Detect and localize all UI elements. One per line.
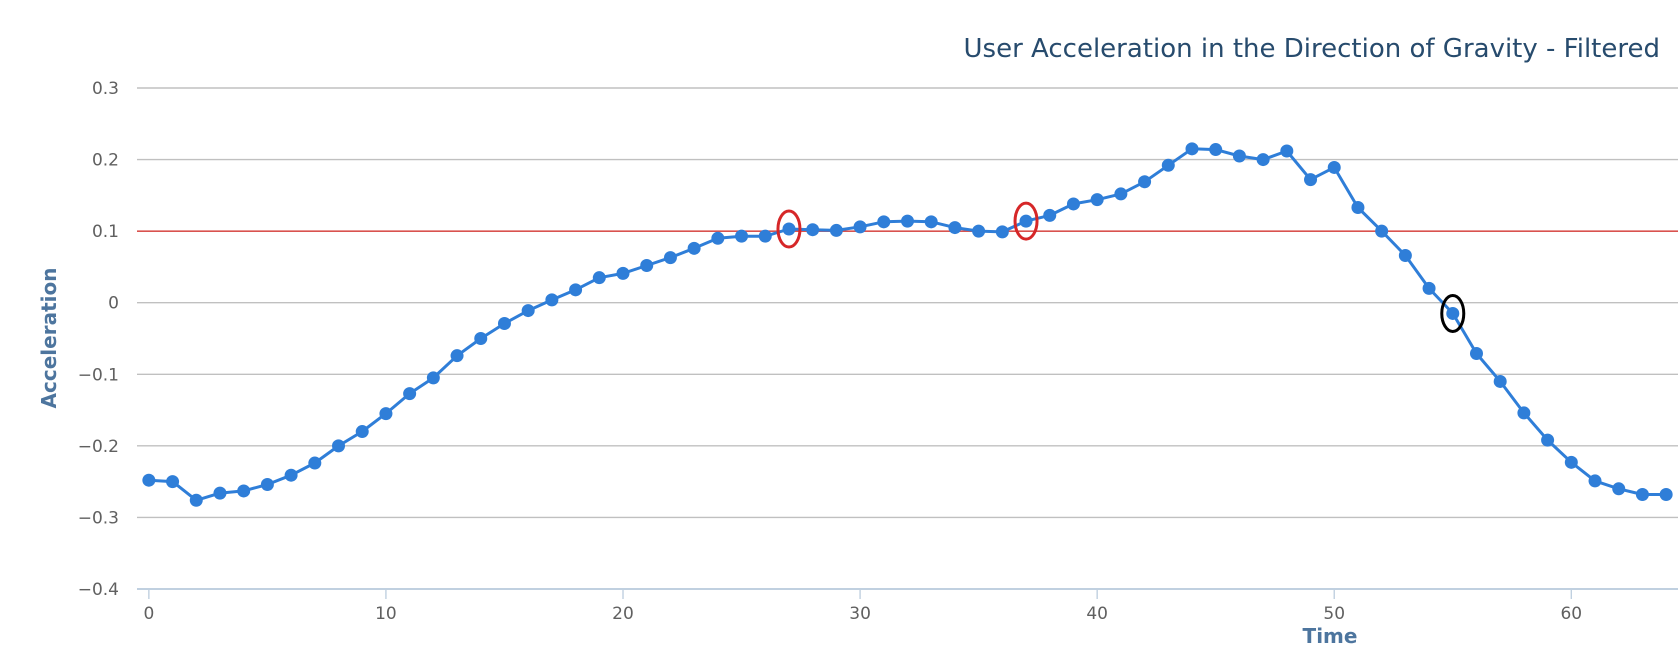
data-point[interactable] (545, 293, 559, 307)
data-point[interactable] (924, 215, 938, 229)
x-tick-label: 40 (1086, 604, 1108, 624)
data-point[interactable] (1588, 474, 1602, 488)
x-tick-label: 60 (1560, 604, 1582, 624)
y-tick-label: 0.1 (92, 222, 119, 242)
data-point[interactable] (1019, 214, 1033, 228)
data-point[interactable] (1541, 433, 1555, 447)
data-point[interactable] (213, 486, 227, 500)
grid-lines (137, 87, 1678, 519)
data-point[interactable] (592, 271, 606, 285)
data-point[interactable] (877, 215, 891, 229)
data-point[interactable] (1066, 197, 1080, 211)
data-point[interactable] (1114, 187, 1128, 201)
data-point[interactable] (1659, 488, 1673, 502)
data-point[interactable] (948, 221, 962, 235)
chart-title: User Acceleration in the Direction of Gr… (964, 34, 1661, 64)
y-tick-label: −0.1 (78, 365, 119, 385)
data-point[interactable] (450, 349, 464, 363)
y-tick-label: 0.2 (92, 151, 119, 171)
data-point[interactable] (474, 332, 488, 345)
series-line (148, 147, 1667, 502)
data-point[interactable] (616, 266, 630, 280)
x-tick-label: 0 (143, 604, 154, 624)
data-point[interactable] (284, 468, 298, 482)
data-point[interactable] (711, 231, 725, 245)
data-point[interactable] (663, 251, 677, 265)
data-point[interactable] (687, 241, 701, 255)
data-point[interactable] (142, 473, 156, 487)
data-point[interactable] (1043, 208, 1057, 222)
point-markers (142, 142, 1673, 507)
x-tick-label: 10 (375, 604, 397, 624)
data-point[interactable] (1209, 143, 1223, 157)
data-point[interactable] (1469, 347, 1483, 361)
data-point[interactable] (972, 224, 986, 238)
y-tick-label: −0.3 (78, 508, 119, 528)
data-point[interactable] (995, 225, 1009, 239)
data-point[interactable] (426, 371, 440, 385)
axes (137, 588, 1678, 599)
data-point[interactable] (1185, 142, 1199, 156)
highlight-ellipse (776, 209, 802, 249)
data-point[interactable] (332, 439, 346, 453)
data-point[interactable] (1612, 482, 1626, 496)
data-point[interactable] (1327, 160, 1341, 174)
data-point[interactable] (1161, 158, 1175, 172)
y-tick-label: 0.3 (92, 79, 119, 99)
data-point[interactable] (308, 456, 322, 470)
data-point[interactable] (1493, 374, 1507, 388)
data-point[interactable] (901, 214, 914, 228)
data-point[interactable] (355, 425, 369, 439)
data-point[interactable] (1635, 488, 1649, 502)
highlight-ellipse (1440, 293, 1466, 333)
data-point[interactable] (260, 478, 274, 492)
y-tick-label: −0.4 (78, 580, 119, 600)
data-point[interactable] (829, 223, 843, 237)
highlight-markers (776, 201, 1466, 333)
data-point[interactable] (1090, 193, 1104, 207)
x-tick-label: 50 (1323, 604, 1345, 624)
y-axis-title: Acceleration (37, 268, 61, 409)
data-point[interactable] (521, 304, 535, 318)
data-point[interactable] (189, 493, 203, 507)
data-point[interactable] (640, 258, 654, 272)
tick-labels: 0.3 0.2 0.1 0 −0.1 −0.2 −0.3 −0.4 0 10 20 30 40 50 60 (78, 79, 1582, 624)
data-point[interactable] (782, 222, 796, 236)
data-point[interactable] (1375, 224, 1389, 238)
data-point[interactable] (1422, 281, 1436, 295)
x-tick-label: 20 (612, 604, 634, 624)
data-point[interactable] (1398, 248, 1412, 262)
data-point[interactable] (379, 407, 393, 421)
data-point[interactable] (1304, 173, 1318, 187)
data-point[interactable] (735, 229, 749, 243)
series-layer (148, 147, 1667, 502)
data-point[interactable] (1351, 201, 1365, 215)
data-point[interactable] (853, 220, 867, 234)
x-tick-label: 30 (849, 604, 871, 624)
data-point[interactable] (1517, 406, 1531, 420)
data-point[interactable] (1138, 175, 1152, 189)
y-tick-label: −0.2 (78, 437, 119, 457)
data-point[interactable] (1280, 144, 1294, 158)
data-point[interactable] (497, 316, 511, 330)
y-tick-label: 0 (108, 294, 119, 314)
data-point[interactable] (403, 387, 417, 401)
data-point[interactable] (569, 283, 583, 297)
data-point[interactable] (758, 229, 772, 243)
data-point[interactable] (1256, 153, 1270, 167)
data-point[interactable] (806, 223, 820, 237)
data-point[interactable] (1564, 455, 1578, 469)
data-point[interactable] (166, 475, 180, 489)
highlight-ellipse (1013, 201, 1039, 241)
x-axis-title: Time (1303, 624, 1358, 648)
data-point[interactable] (1232, 149, 1246, 163)
data-point[interactable] (1446, 306, 1460, 320)
data-point[interactable] (237, 484, 251, 498)
